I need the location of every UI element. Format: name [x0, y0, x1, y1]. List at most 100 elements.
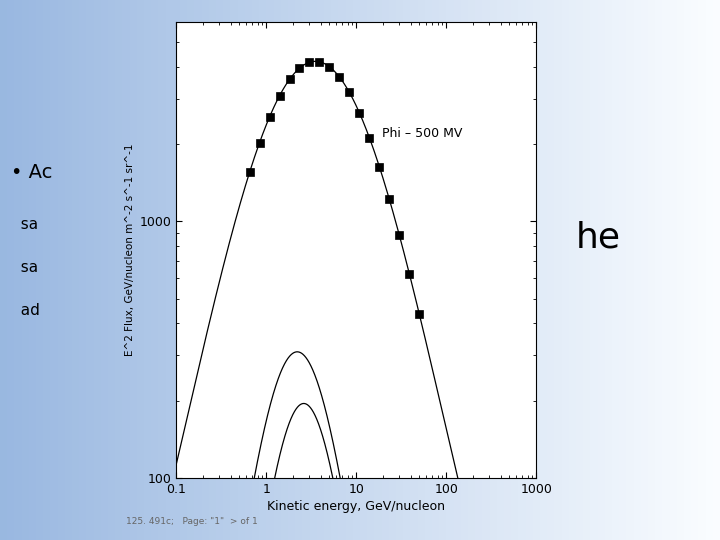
Bar — [511, 0, 518, 540]
Bar — [36, 0, 43, 540]
X-axis label: Kinetic energy, GeV/nucleon: Kinetic energy, GeV/nucleon — [267, 500, 446, 513]
Bar — [252, 0, 259, 540]
Bar — [86, 0, 94, 540]
Bar — [223, 0, 230, 540]
Bar — [274, 0, 281, 540]
Bar — [122, 0, 130, 540]
Bar — [684, 0, 691, 540]
Text: ad: ad — [11, 303, 40, 318]
Bar — [425, 0, 432, 540]
Bar — [403, 0, 410, 540]
Bar — [151, 0, 158, 540]
Bar — [266, 0, 274, 540]
Bar — [58, 0, 65, 540]
Bar — [216, 0, 223, 540]
Bar — [209, 0, 216, 540]
Bar — [713, 0, 720, 540]
Bar — [490, 0, 497, 540]
Bar — [130, 0, 137, 540]
Bar — [432, 0, 439, 540]
Bar — [43, 0, 50, 540]
Bar — [583, 0, 590, 540]
Bar — [194, 0, 202, 540]
Text: • Ac: • Ac — [11, 163, 52, 183]
Bar — [547, 0, 554, 540]
Bar — [281, 0, 288, 540]
Bar — [475, 0, 482, 540]
Bar — [7, 0, 14, 540]
Text: 125. 491c;   Page: "1"  > of 1: 125. 491c; Page: "1" > of 1 — [126, 517, 258, 525]
Bar — [612, 0, 619, 540]
Bar — [662, 0, 670, 540]
Bar — [353, 0, 360, 540]
Bar — [482, 0, 490, 540]
Bar — [497, 0, 504, 540]
Bar — [324, 0, 331, 540]
Bar — [29, 0, 36, 540]
Bar — [518, 0, 526, 540]
Bar — [360, 0, 367, 540]
Bar — [367, 0, 374, 540]
Bar — [698, 0, 706, 540]
Bar — [641, 0, 648, 540]
Bar — [504, 0, 511, 540]
Bar — [144, 0, 151, 540]
Bar — [418, 0, 425, 540]
Y-axis label: E^2 Flux, GeV/nucleon m^-2 s^-1 sr^-1: E^2 Flux, GeV/nucleon m^-2 s^-1 sr^-1 — [125, 144, 135, 356]
Bar — [79, 0, 86, 540]
Bar — [302, 0, 310, 540]
Text: he: he — [576, 221, 621, 254]
Text: Phi – 500 MV: Phi – 500 MV — [382, 126, 462, 139]
Bar — [706, 0, 713, 540]
Bar — [238, 0, 245, 540]
Bar — [72, 0, 79, 540]
Bar — [382, 0, 389, 540]
Bar — [446, 0, 454, 540]
Bar — [338, 0, 346, 540]
Bar — [598, 0, 605, 540]
Bar — [288, 0, 295, 540]
Text: sa: sa — [11, 260, 38, 275]
Bar — [180, 0, 187, 540]
Bar — [562, 0, 569, 540]
Bar — [65, 0, 72, 540]
Bar — [626, 0, 634, 540]
Bar — [187, 0, 194, 540]
Bar — [310, 0, 317, 540]
Bar — [670, 0, 677, 540]
Bar — [461, 0, 468, 540]
Bar — [331, 0, 338, 540]
Bar — [619, 0, 626, 540]
Bar — [94, 0, 101, 540]
Bar — [634, 0, 641, 540]
Bar — [346, 0, 353, 540]
Bar — [540, 0, 547, 540]
Bar — [202, 0, 209, 540]
Bar — [554, 0, 562, 540]
Bar — [569, 0, 576, 540]
Bar — [230, 0, 238, 540]
Bar — [245, 0, 252, 540]
Bar — [50, 0, 58, 540]
Bar — [454, 0, 461, 540]
Bar — [590, 0, 598, 540]
Bar — [158, 0, 166, 540]
Bar — [605, 0, 612, 540]
Bar — [115, 0, 122, 540]
Bar — [410, 0, 418, 540]
Bar — [648, 0, 655, 540]
Bar — [533, 0, 540, 540]
Bar — [526, 0, 533, 540]
Bar — [101, 0, 108, 540]
Bar — [22, 0, 29, 540]
Bar — [389, 0, 396, 540]
Bar — [691, 0, 698, 540]
Text: sa: sa — [11, 217, 38, 232]
Bar — [137, 0, 144, 540]
Bar — [374, 0, 382, 540]
Bar — [0, 0, 7, 540]
Bar — [259, 0, 266, 540]
Bar — [173, 0, 180, 540]
Bar — [576, 0, 583, 540]
Bar — [295, 0, 302, 540]
